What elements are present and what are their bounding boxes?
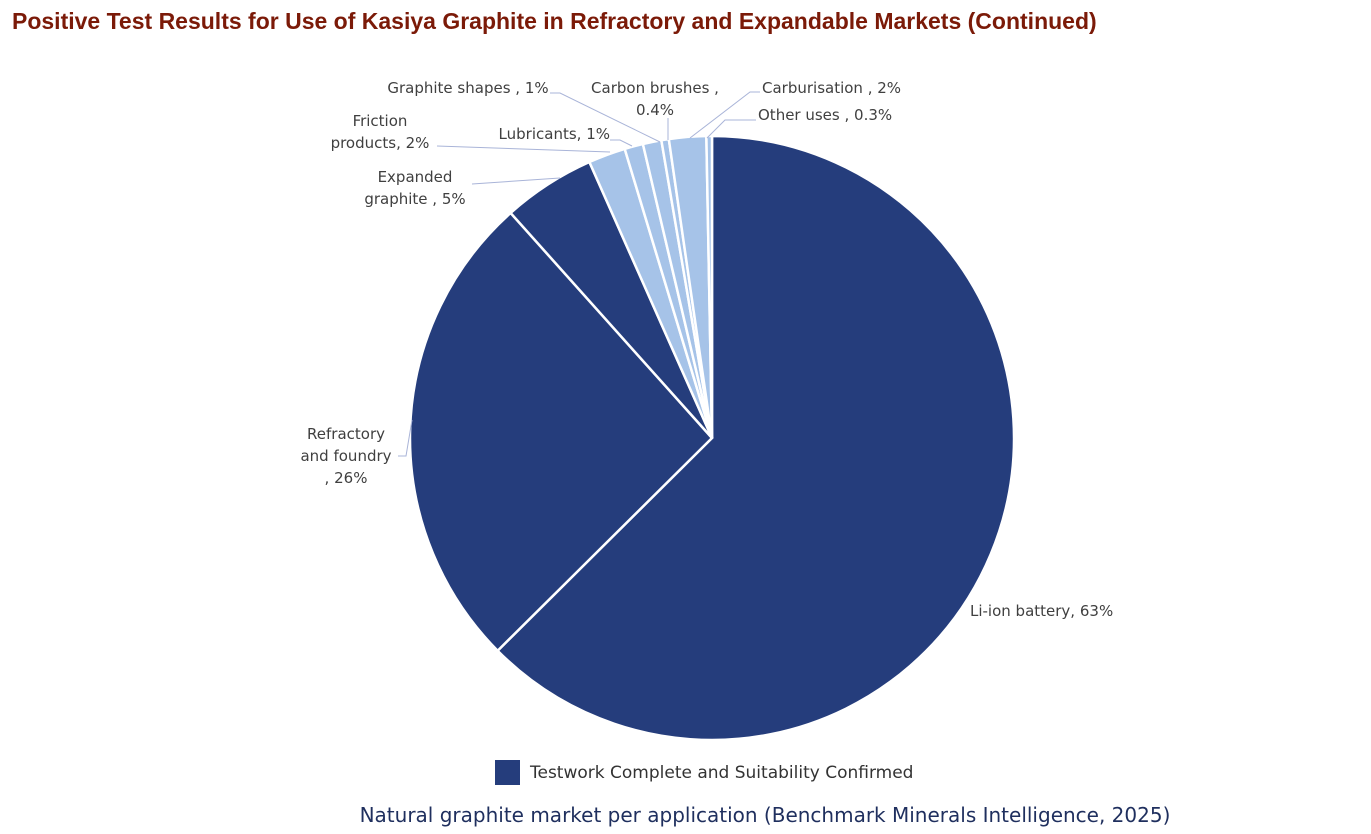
category-label: Carbon brushes , (591, 79, 719, 97)
leader-line (471, 177, 561, 185)
leader-line (436, 145, 611, 153)
value-label: 5% (441, 190, 466, 208)
category-label: Expanded graphite , (364, 168, 453, 208)
legend: Testwork Complete and Suitability Confir… (495, 760, 913, 785)
category-label: Friction products, (330, 112, 408, 152)
leader-line (689, 91, 760, 139)
category-label: Other uses , (758, 106, 850, 124)
value-label: 1% (524, 79, 549, 97)
slice-label: Friction products, 2% (320, 110, 440, 154)
pie-slice (495, 134, 1016, 742)
category-label: Carburisation , (762, 79, 873, 97)
category-label: Refractory and foundry , (300, 425, 392, 487)
slice-label: Li-ion battery, 63% (970, 600, 1170, 622)
slice-label: Carbon brushes , 0.4% (590, 77, 720, 121)
slice-label: Graphite shapes , 1% (384, 77, 552, 99)
value-label: 0.4% (635, 101, 675, 119)
slice-label: Carburisation , 2% (762, 77, 962, 99)
slice-label: Lubricants, 1% (480, 123, 610, 145)
leader-line (706, 119, 756, 139)
value-label: 26% (334, 469, 368, 487)
leader-line (610, 139, 633, 147)
caption: Natural graphite market per application … (359, 803, 1171, 827)
value-label: 0.3% (854, 106, 893, 124)
legend-label: Testwork Complete and Suitability Confir… (530, 762, 914, 783)
category-label: Li-ion battery, (970, 602, 1076, 620)
category-label: Lubricants, (498, 125, 582, 143)
value-label: 1% (586, 125, 610, 143)
leader-line (550, 92, 661, 143)
value-label: 63% (1079, 602, 1114, 620)
category-label: Graphite shapes , (387, 79, 521, 97)
slice-label: Expanded graphite , 5% (355, 166, 475, 210)
value-label: 2% (877, 79, 902, 97)
slice-label: Other uses , 0.3% (758, 104, 958, 126)
slice-label: Refractory and foundry , 26% (296, 423, 396, 489)
legend-swatch (495, 760, 520, 785)
value-label: 2% (405, 134, 430, 152)
chart-title: Positive Test Results for Use of Kasiya … (12, 8, 1097, 34)
leader-line (398, 419, 413, 457)
